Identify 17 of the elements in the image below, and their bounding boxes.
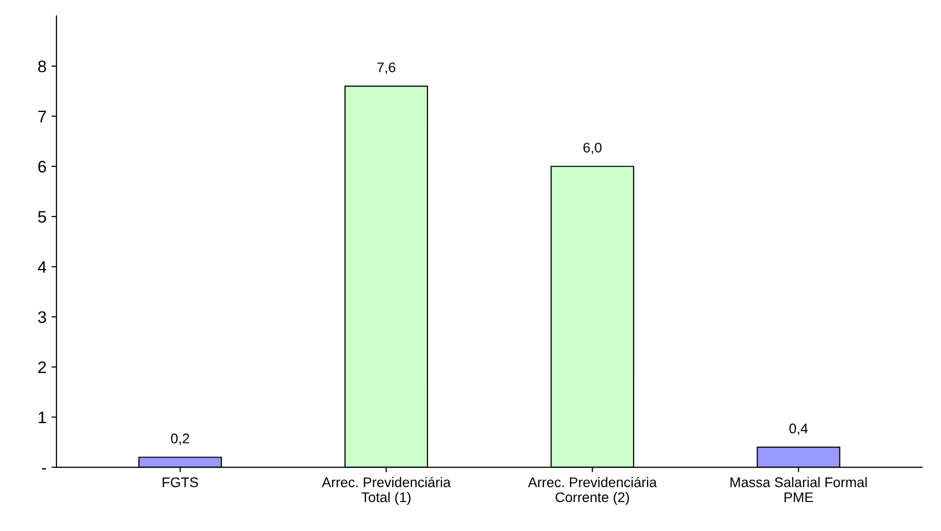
y-tick-label: -	[42, 468, 46, 470]
data-label: 0,2	[171, 434, 190, 446]
y-tick-label: 3	[38, 311, 46, 324]
y-tick-label: 4	[38, 261, 46, 273]
y-tick-label: 8	[38, 60, 46, 72]
data-label: 7,6	[377, 62, 396, 74]
y-tick-label: 2	[38, 361, 46, 374]
x-tick-label: Arrec. Previdenciária Corrente (2)	[528, 476, 657, 505]
x-tick-label: Arrec. Previdenciária Total (1)	[322, 476, 451, 505]
y-tick-label: 5	[38, 211, 46, 223]
y-tick-label: 7	[38, 110, 46, 122]
y-tick-label: 1	[38, 412, 46, 424]
x-tick-label: Massa Salarial Formal PME	[730, 477, 867, 502]
data-label: 0,4	[789, 424, 808, 436]
data-label: 6,0	[583, 142, 602, 154]
x-tick-label: FGTS	[162, 477, 198, 488]
y-tick-label: 6	[38, 160, 46, 173]
